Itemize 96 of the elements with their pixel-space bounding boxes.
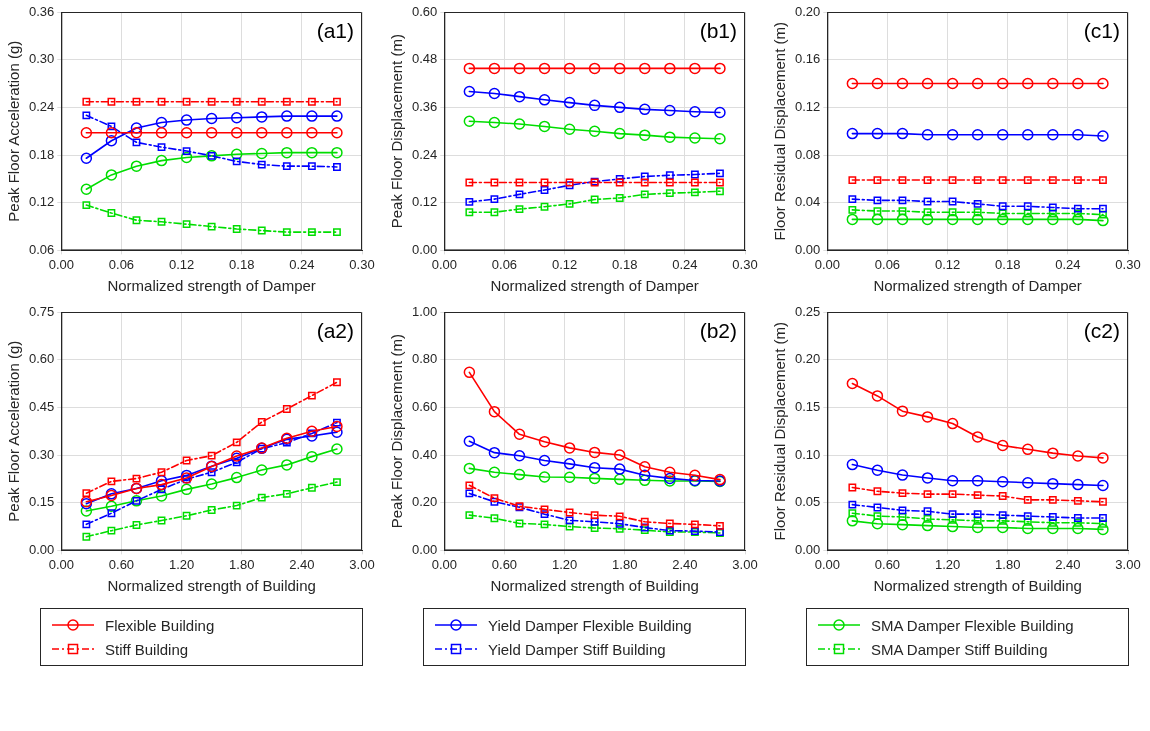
y-tick-label: 0.30 — [28, 51, 55, 67]
y-tick-label: 0.12 — [794, 98, 821, 114]
x-tick-label: 0.00 — [431, 556, 457, 572]
y-tick-label: 0.08 — [794, 146, 821, 162]
x-tick-label: 0.06 — [108, 256, 135, 272]
y-tick-label: 0.12 — [28, 194, 55, 210]
y-axis-title: Floor Residual Displacement (m) — [771, 322, 789, 541]
x-tick-label: 0.60 — [491, 556, 518, 572]
x-tick-label: 3.00 — [1115, 556, 1141, 572]
x-tick-label: 0.18 — [995, 256, 1021, 272]
y-tick-label: 0.36 — [28, 3, 55, 19]
x-tick-label: 0.18 — [229, 256, 255, 272]
legend-label: Yield Damper Flexible Building — [488, 616, 692, 634]
legend-label: Flexible Building — [105, 616, 215, 634]
x-tick-label: 0.60 — [108, 556, 135, 572]
y-axis-title: Peak Floor Displacement (m) — [388, 334, 406, 529]
y-tick-label: 0.80 — [411, 351, 438, 367]
y-tick-label: 0.15 — [794, 398, 821, 414]
x-tick-label: 1.80 — [229, 556, 255, 572]
x-tick-label: 0.30 — [349, 256, 375, 272]
x-tick-label: 0.00 — [48, 256, 74, 272]
y-axis-title: Peak Floor Acceleration (g) — [5, 40, 23, 222]
y-tick-label: 0.30 — [28, 446, 55, 462]
annotation: (c1) — [1083, 19, 1120, 43]
x-tick-label: 1.20 — [551, 556, 578, 572]
y-tick-label: 0.60 — [411, 3, 438, 19]
y-axis-title: Peak Floor Displacement (m) — [388, 34, 406, 229]
x-tick-label: 0.00 — [48, 556, 74, 572]
annotation: (a1) — [316, 19, 354, 43]
x-tick-label: 0.60 — [874, 556, 901, 572]
legend-label: SMA Damper Stiff Building — [871, 640, 1048, 658]
y-tick-label: 0.00 — [411, 241, 438, 257]
x-tick-label: 2.40 — [672, 556, 698, 572]
x-tick-label: 0.24 — [672, 256, 698, 272]
y-tick-label: 0.00 — [794, 541, 821, 557]
y-tick-label: 0.12 — [411, 194, 438, 210]
x-tick-label: 1.20 — [934, 556, 961, 572]
y-tick-label: 0.45 — [28, 398, 55, 414]
y-tick-label: 0.25 — [794, 303, 821, 319]
x-tick-label: 2.40 — [1055, 556, 1081, 572]
y-tick-label: 0.00 — [28, 541, 55, 557]
annotation: (b1) — [699, 19, 737, 43]
annotation: (b2) — [699, 319, 737, 343]
x-tick-label: 0.00 — [431, 256, 457, 272]
x-axis-title: Normalized strength of Building — [490, 577, 699, 595]
y-tick-label: 0.06 — [28, 241, 55, 257]
y-tick-label: 0.40 — [411, 446, 438, 462]
y-tick-label: 0.18 — [28, 146, 55, 162]
x-axis-title: Normalized strength of Damper — [107, 277, 316, 295]
legend-label: Stiff Building — [105, 640, 189, 658]
y-tick-label: 0.20 — [411, 494, 438, 510]
y-axis-title: Floor Residual Displacement (m) — [771, 22, 789, 241]
y-tick-label: 0.75 — [28, 303, 55, 319]
x-tick-label: 3.00 — [349, 556, 375, 572]
x-tick-label: 0.12 — [551, 256, 578, 272]
y-tick-label: 1.00 — [411, 303, 438, 319]
x-tick-label: 0.00 — [814, 256, 840, 272]
x-tick-label: 0.24 — [1055, 256, 1081, 272]
annotation: (a2) — [316, 319, 354, 343]
x-tick-label: 0.00 — [814, 556, 840, 572]
x-axis-title: Normalized strength of Building — [107, 577, 316, 595]
x-tick-label: 0.12 — [168, 256, 195, 272]
x-tick-label: 0.24 — [289, 256, 315, 272]
x-tick-label: 0.18 — [612, 256, 638, 272]
y-tick-label: 0.36 — [411, 98, 438, 114]
x-tick-label: 0.06 — [491, 256, 518, 272]
y-tick-label: 0.24 — [28, 98, 55, 114]
y-tick-label: 0.20 — [794, 3, 821, 19]
y-tick-label: 0.60 — [28, 351, 55, 367]
y-tick-label: 0.00 — [411, 541, 438, 557]
y-tick-label: 0.24 — [411, 146, 438, 162]
x-axis-title: Normalized strength of Building — [873, 577, 1082, 595]
legend-label: Yield Damper Stiff Building — [488, 640, 666, 658]
x-tick-label: 2.40 — [289, 556, 315, 572]
x-tick-label: 1.80 — [612, 556, 638, 572]
y-tick-label: 0.00 — [794, 241, 821, 257]
x-tick-label: 1.80 — [995, 556, 1021, 572]
x-tick-label: 1.20 — [168, 556, 195, 572]
y-tick-label: 0.10 — [794, 446, 821, 462]
x-tick-label: 0.06 — [874, 256, 901, 272]
y-tick-label: 0.16 — [794, 51, 821, 67]
annotation: (c2) — [1083, 319, 1120, 343]
legend-label: SMA Damper Flexible Building — [871, 616, 1074, 634]
x-tick-label: 0.30 — [1115, 256, 1141, 272]
x-tick-label: 0.12 — [934, 256, 961, 272]
x-tick-label: 0.30 — [732, 256, 758, 272]
y-tick-label: 0.15 — [28, 494, 55, 510]
x-axis-title: Normalized strength of Damper — [490, 277, 699, 295]
y-tick-label: 0.20 — [794, 351, 821, 367]
y-tick-label: 0.48 — [411, 51, 438, 67]
y-axis-title: Peak Floor Acceleration (g) — [5, 340, 23, 522]
y-tick-label: 0.04 — [794, 194, 821, 210]
y-tick-label: 0.05 — [794, 494, 821, 510]
y-tick-label: 0.60 — [411, 398, 438, 414]
x-tick-label: 3.00 — [732, 556, 758, 572]
x-axis-title: Normalized strength of Damper — [873, 277, 1082, 295]
